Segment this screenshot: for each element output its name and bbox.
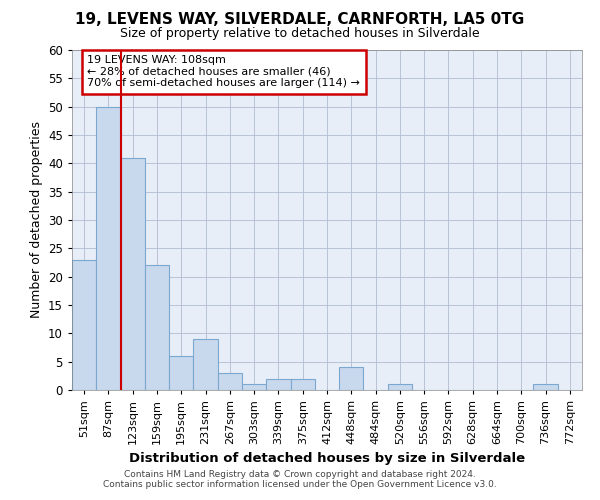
Text: 19 LEVENS WAY: 108sqm
← 28% of detached houses are smaller (46)
70% of semi-deta: 19 LEVENS WAY: 108sqm ← 28% of detached … bbox=[88, 55, 360, 88]
Bar bbox=[96, 106, 121, 390]
Bar bbox=[121, 158, 145, 390]
Bar bbox=[266, 378, 290, 390]
Text: Contains HM Land Registry data © Crown copyright and database right 2024.
Contai: Contains HM Land Registry data © Crown c… bbox=[103, 470, 497, 489]
Bar bbox=[193, 339, 218, 390]
Bar bbox=[339, 368, 364, 390]
X-axis label: Distribution of detached houses by size in Silverdale: Distribution of detached houses by size … bbox=[129, 452, 525, 466]
Bar bbox=[290, 378, 315, 390]
Text: 19, LEVENS WAY, SILVERDALE, CARNFORTH, LA5 0TG: 19, LEVENS WAY, SILVERDALE, CARNFORTH, L… bbox=[76, 12, 524, 28]
Bar bbox=[72, 260, 96, 390]
Bar bbox=[242, 384, 266, 390]
Y-axis label: Number of detached properties: Number of detached properties bbox=[29, 122, 43, 318]
Bar bbox=[388, 384, 412, 390]
Bar bbox=[218, 373, 242, 390]
Bar bbox=[169, 356, 193, 390]
Text: Size of property relative to detached houses in Silverdale: Size of property relative to detached ho… bbox=[120, 28, 480, 40]
Bar bbox=[533, 384, 558, 390]
Bar bbox=[145, 266, 169, 390]
